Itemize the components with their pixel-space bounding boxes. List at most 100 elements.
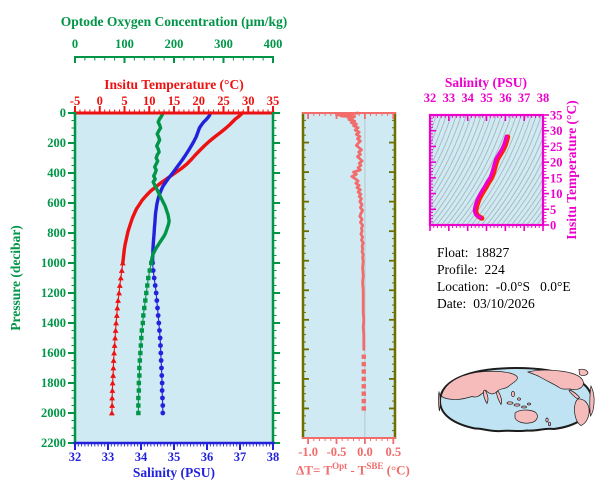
marker — [145, 283, 150, 288]
tick-label: 35 — [480, 91, 493, 105]
tick-label: 32 — [424, 91, 437, 105]
marker — [150, 268, 156, 273]
tick-label: 30 — [242, 94, 255, 108]
tick-label: 36 — [499, 91, 512, 105]
marker — [109, 402, 116, 408]
tick-label: 37 — [234, 450, 247, 464]
profile-value: 224 — [484, 262, 505, 277]
marker — [109, 387, 116, 393]
world-map — [438, 366, 595, 433]
delta-label-sup-opt: Opt — [332, 461, 348, 471]
marker — [109, 380, 116, 386]
curve — [472, 134, 508, 220]
tick-label: 30 — [550, 124, 563, 138]
ts-plot-area — [430, 115, 543, 225]
tick-label: 10 — [143, 94, 156, 108]
marker — [112, 327, 119, 333]
isopycnal-line — [430, 115, 457, 177]
tick-label: 200 — [47, 136, 66, 150]
isopycnal-line — [430, 115, 437, 135]
tick-label: 1400 — [41, 316, 66, 330]
marker — [158, 350, 164, 356]
marker — [115, 297, 121, 303]
tick-label: 15 — [550, 171, 563, 185]
marker — [112, 335, 118, 341]
marker — [158, 358, 164, 363]
tick-label: 5 — [121, 94, 127, 108]
marker — [136, 403, 141, 408]
salinity-axis-title: Salinity (PSU) — [133, 465, 215, 480]
marker — [137, 373, 142, 378]
isopycnal-line — [430, 115, 442, 147]
landmass-india — [483, 389, 489, 405]
marker — [113, 320, 119, 326]
delta-label-suffix: (°C) — [383, 462, 410, 478]
marker — [156, 320, 162, 326]
plot-backgrounds — [75, 113, 543, 443]
date-value: 03/10/2026 — [473, 296, 535, 311]
landmass-west-edge — [438, 390, 441, 412]
landmass-north-america — [526, 369, 584, 391]
isopycnal-line — [441, 115, 502, 225]
tick-label: 1000 — [41, 256, 66, 270]
tick-label: -1.0 — [298, 445, 318, 459]
location-row: Location: -0.0°S 0.0°E — [437, 278, 571, 295]
oxygen-axis-title: Optode Oxygen Concentration (µm/kg) — [61, 14, 287, 29]
tick-label: 0 — [97, 94, 103, 108]
marker — [140, 320, 146, 326]
tick-label: 33 — [443, 91, 456, 105]
isopycnal-line — [461, 115, 522, 225]
marker — [136, 395, 141, 401]
float-id-row: Float: 18827 — [437, 244, 571, 261]
marker — [137, 358, 143, 363]
tick-label: 1800 — [41, 376, 66, 390]
marker — [159, 373, 165, 378]
tick-label: 37 — [518, 91, 531, 105]
tick-label: -0.5 — [327, 445, 347, 459]
tick-label: 35 — [267, 94, 280, 108]
landmass-south-america — [574, 398, 590, 426]
tick-label: 2200 — [41, 436, 66, 450]
marker — [361, 398, 366, 404]
tick-label: 33 — [102, 450, 115, 464]
profile-row: Profile: 224 — [437, 261, 571, 278]
marker — [361, 369, 366, 374]
tick-label: 38 — [537, 91, 550, 105]
isopycnal-line — [431, 115, 492, 225]
landmass-philippines — [511, 391, 515, 397]
marker — [146, 275, 151, 281]
profile-label: Profile: — [437, 262, 478, 277]
tick-label: 25 — [217, 94, 230, 108]
marker — [114, 305, 121, 311]
profile-curves — [108, 111, 511, 437]
marker — [160, 395, 165, 401]
marker — [149, 260, 154, 266]
axes-and-ticks: 0 100 200 300 400-5 0 5 10 15 20 25 30 3502004006008… — [41, 37, 563, 464]
tick-label: 5 — [550, 203, 556, 217]
isopycnal-line — [521, 194, 543, 225]
marker — [142, 305, 147, 311]
float-label: Float: — [437, 245, 469, 260]
isopycnal-line — [531, 209, 543, 225]
marker — [154, 298, 160, 303]
float-value: 18827 — [475, 245, 510, 260]
isopycnal-line — [446, 115, 507, 225]
tick-label: 100 — [115, 37, 134, 51]
tick-label: 2000 — [41, 406, 66, 420]
marker — [141, 313, 146, 318]
marker — [119, 260, 126, 266]
isopycnal-line — [430, 115, 447, 158]
delta-plot-area — [303, 113, 395, 438]
landmass-borneo — [517, 397, 521, 401]
marker — [110, 365, 117, 371]
tick-label: 1600 — [41, 346, 66, 360]
tick-label: 200 — [165, 37, 184, 51]
isopycnal-line — [491, 136, 543, 225]
marker — [139, 328, 145, 333]
curve — [150, 111, 213, 265]
marker — [159, 380, 165, 386]
float-info-block: Float: 18827 Profile: 224 Location: -0.0°S … — [437, 244, 571, 312]
marker — [118, 267, 125, 273]
